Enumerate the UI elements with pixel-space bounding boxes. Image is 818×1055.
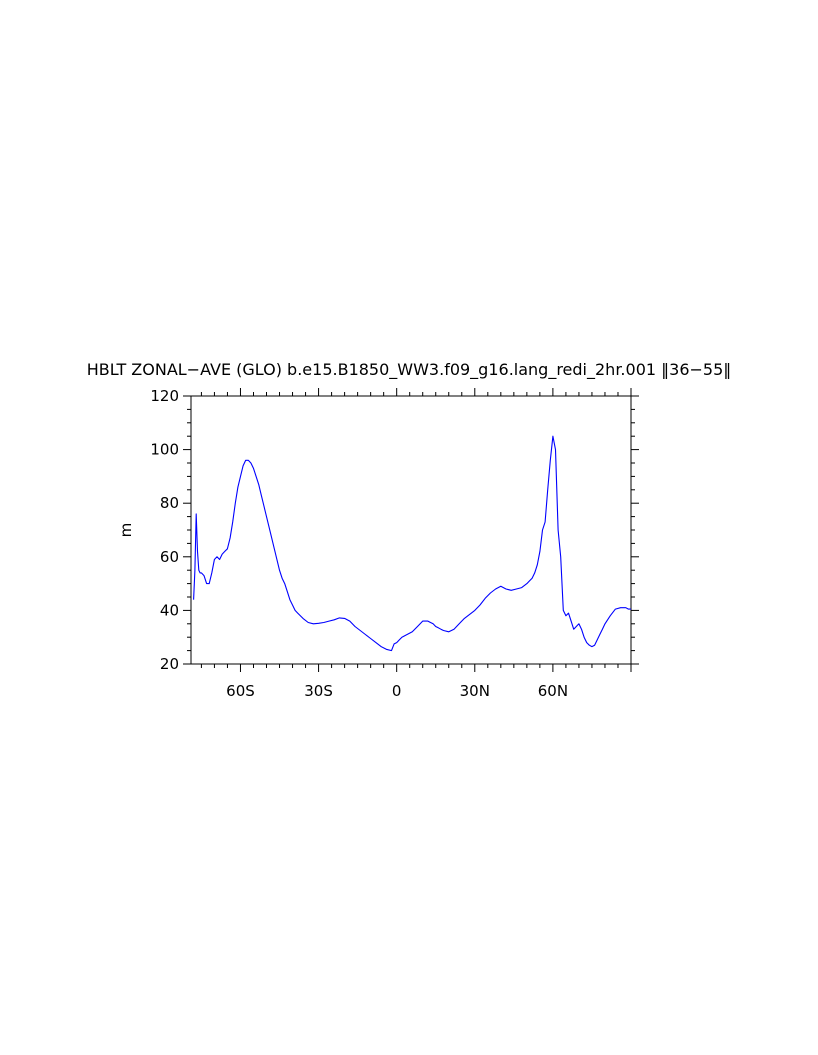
y-tick-label: 60 [160, 548, 179, 566]
y-tick-label: 120 [150, 387, 179, 405]
y-axis: 20 40 60 80 100 120 [150, 387, 639, 673]
y-tick-label: 80 [160, 494, 179, 512]
plot-frame [190, 395, 632, 665]
y-tick-label: 100 [150, 441, 179, 459]
x-tick-label: 60N [538, 682, 568, 700]
x-tick-label: 0 [392, 682, 402, 700]
plot-border [190, 395, 632, 665]
x-tick-label: 60S [226, 682, 255, 700]
x-tick-label: 30N [460, 682, 490, 700]
series-line [193, 435, 631, 652]
y-axis-label: m [117, 523, 135, 538]
series-group [193, 435, 631, 652]
y-tick-label: 40 [160, 601, 179, 619]
y-tick-label: 20 [160, 655, 179, 673]
x-tick-label: 30S [304, 682, 333, 700]
x-axis: 60S 30S 0 30N 60N [200, 388, 632, 700]
chart-title: HBLT ZONAL−AVE (GLO) b.e15.B1850_WW3.f09… [87, 360, 732, 380]
